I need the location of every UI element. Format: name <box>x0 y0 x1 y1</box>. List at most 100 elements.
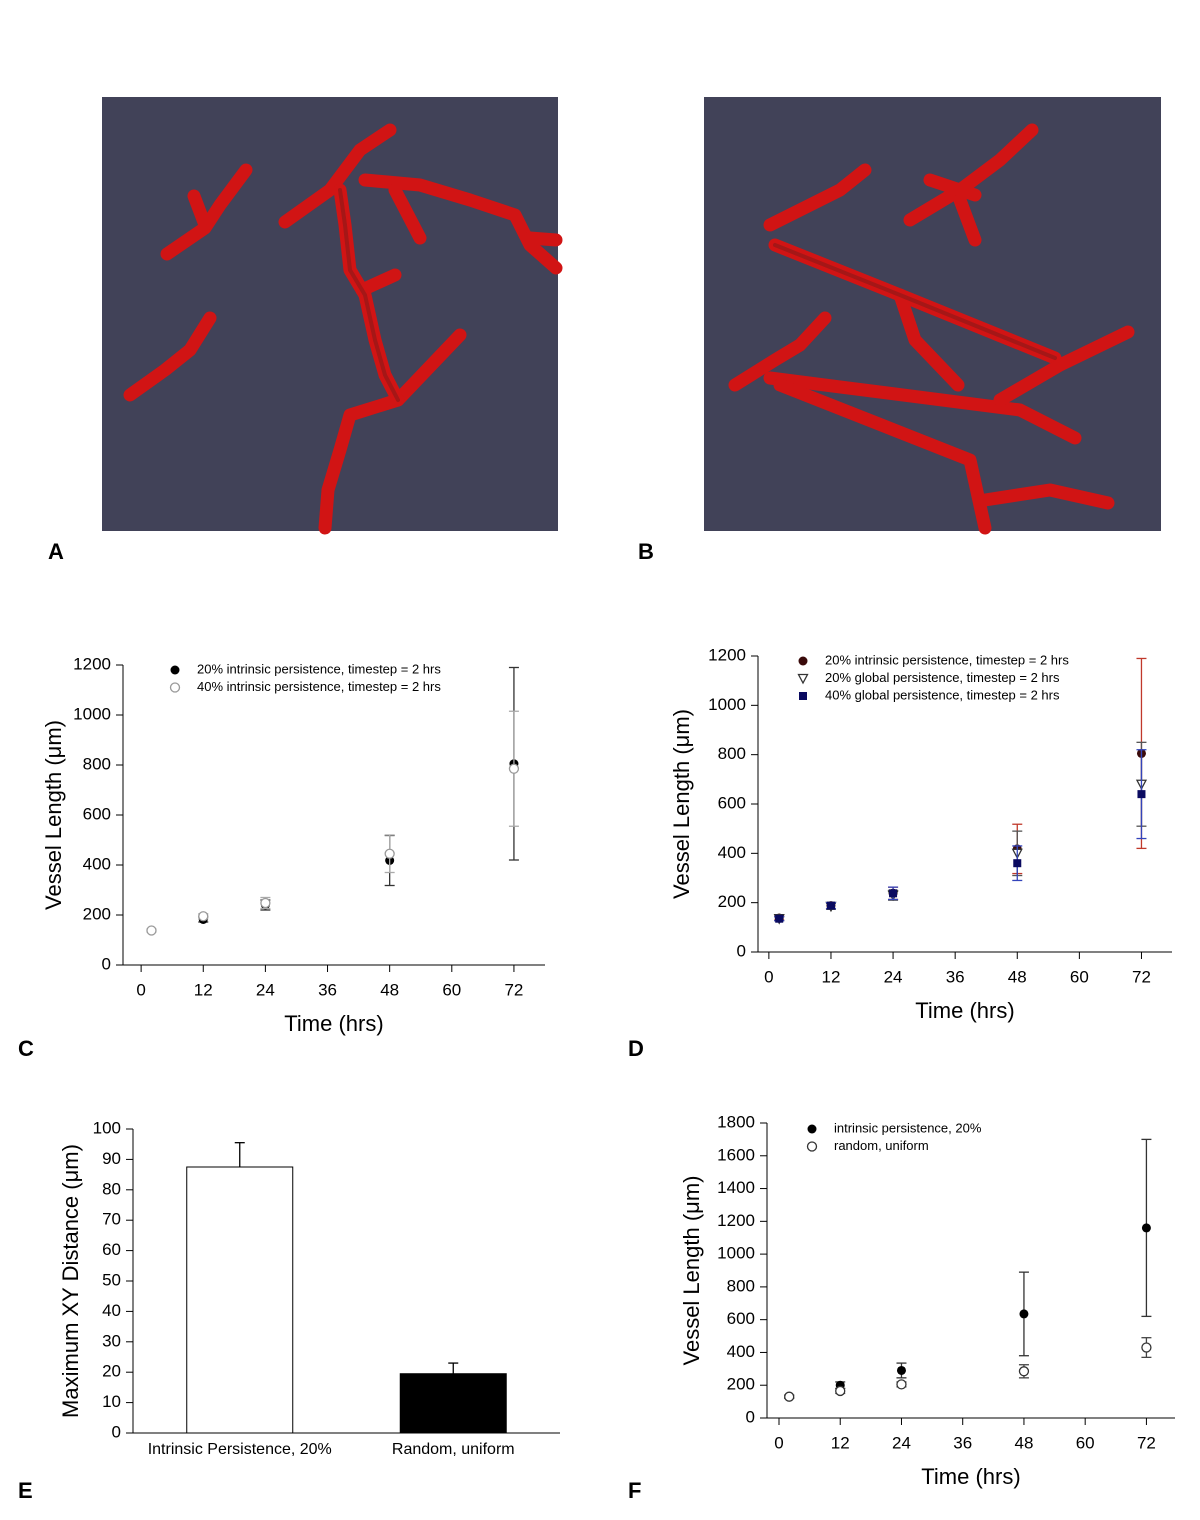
y-tick-label: 10 <box>102 1392 121 1411</box>
y-tick-label: 400 <box>83 854 111 873</box>
data-point <box>169 682 181 693</box>
render-image-b <box>704 97 1161 535</box>
data-point <box>798 656 808 666</box>
y-tick-label: 1200 <box>73 654 111 673</box>
panel-label: B <box>638 539 654 564</box>
legend-label: 20% intrinsic persistence, timestep = 2 … <box>825 652 1069 667</box>
x-tick-label: 12 <box>822 967 841 986</box>
x-tick-label: 60 <box>1070 967 1089 986</box>
x-tick-label: 72 <box>504 980 523 999</box>
x-tick-label: 72 <box>1137 1433 1156 1452</box>
data-point <box>797 673 809 685</box>
data-point <box>1141 1342 1152 1353</box>
data-point <box>775 914 784 923</box>
data-point <box>1141 1223 1151 1233</box>
y-tick-label: 1000 <box>73 704 111 723</box>
x-tick-label: 48 <box>1008 967 1027 986</box>
legend-label: 20% global persistence, timestep = 2 hrs <box>825 670 1060 685</box>
x-tick-label: 48 <box>1014 1433 1033 1452</box>
y-tick-label: 600 <box>83 804 111 823</box>
y-axis-label: Maximum XY Distance (μm) <box>58 1144 83 1418</box>
data-point <box>508 763 520 774</box>
y-tick-label: 0 <box>102 954 111 973</box>
y-tick-label: 0 <box>746 1407 755 1426</box>
x-tick-label: 0 <box>136 980 145 999</box>
y-tick-label: 800 <box>727 1276 755 1295</box>
render-image-a <box>102 97 563 535</box>
y-tick-label: 800 <box>718 744 746 763</box>
data-point <box>896 1365 906 1375</box>
data-point <box>826 901 835 910</box>
error-bar <box>448 1362 459 1374</box>
x-tick-label: Intrinsic Persistence, 20% <box>148 1441 332 1458</box>
y-tick-label: 1000 <box>708 695 746 714</box>
x-tick-label: 12 <box>831 1433 850 1452</box>
y-tick-label: 200 <box>83 904 111 923</box>
data-point <box>799 692 807 700</box>
legend-label: 20% intrinsic persistence, timestep = 2 … <box>197 661 441 676</box>
y-tick-label: 100 <box>93 1118 121 1137</box>
y-tick-label: 20 <box>102 1362 121 1381</box>
data-point <box>1019 1309 1029 1319</box>
y-tick-label: 1200 <box>708 645 746 664</box>
y-tick-label: 1400 <box>717 1178 755 1197</box>
y-tick-label: 1000 <box>717 1244 755 1263</box>
data-point <box>784 1391 795 1402</box>
data-point <box>835 1385 846 1397</box>
legend-label: 40% global persistence, timestep = 2 hrs <box>825 687 1060 702</box>
x-tick-label: 12 <box>194 980 213 999</box>
y-tick-label: 600 <box>727 1309 755 1328</box>
error-bar <box>234 1142 245 1167</box>
x-tick-label: 60 <box>1076 1433 1095 1452</box>
y-tick-label: 0 <box>737 941 746 960</box>
x-tick-label: 36 <box>953 1433 972 1452</box>
panel-label: A <box>48 539 64 564</box>
y-tick-label: 40 <box>102 1301 121 1320</box>
y-axis-label: Vessel Length (μm) <box>679 1176 704 1366</box>
y-tick-label: 70 <box>102 1210 121 1229</box>
y-tick-label: 1200 <box>717 1211 755 1230</box>
y-tick-label: 0 <box>112 1422 121 1441</box>
x-tick-label: 36 <box>946 967 965 986</box>
data-point <box>1137 790 1146 799</box>
legend-label: random, uniform <box>834 1138 929 1153</box>
bar <box>186 1166 294 1434</box>
bar <box>399 1373 507 1434</box>
y-tick-label: 200 <box>718 892 746 911</box>
y-tick-label: 80 <box>102 1179 121 1198</box>
y-tick-label: 200 <box>727 1375 755 1394</box>
y-tick-label: 600 <box>718 793 746 812</box>
legend-label: 40% intrinsic persistence, timestep = 2 … <box>197 679 441 694</box>
x-axis-label: Time (hrs) <box>284 1011 383 1036</box>
x-tick-label: 48 <box>380 980 399 999</box>
x-tick-label: 72 <box>1132 967 1151 986</box>
y-tick-label: 30 <box>102 1331 121 1350</box>
y-tick-label: 400 <box>718 843 746 862</box>
panel-label: F <box>628 1478 641 1503</box>
x-tick-label: 0 <box>764 967 773 986</box>
x-tick-label: 0 <box>774 1433 783 1452</box>
y-tick-label: 1600 <box>717 1145 755 1164</box>
x-tick-label: 24 <box>256 980 275 999</box>
data-point <box>889 889 898 898</box>
y-tick-label: 50 <box>102 1270 121 1289</box>
data-point <box>1018 1366 1030 1377</box>
y-tick-label: 60 <box>102 1240 121 1259</box>
data-point <box>807 1124 817 1134</box>
panel-label: D <box>628 1036 644 1061</box>
x-tick-label: 36 <box>318 980 337 999</box>
y-tick-label: 1800 <box>717 1112 755 1131</box>
y-axis-label: Vessel Length (μm) <box>41 720 66 910</box>
panel-label: E <box>18 1478 33 1503</box>
x-tick-label: 24 <box>892 1433 911 1452</box>
data-point <box>1013 859 1022 868</box>
data-point <box>806 1141 818 1152</box>
x-tick-label: 60 <box>442 980 461 999</box>
y-axis-label: Vessel Length (μm) <box>669 709 694 899</box>
data-point <box>170 665 180 675</box>
data-point <box>896 1379 907 1390</box>
y-tick-label: 400 <box>727 1342 755 1361</box>
x-axis-label: Time (hrs) <box>915 998 1014 1023</box>
x-tick-label: Random, uniform <box>392 1441 515 1458</box>
legend-label: intrinsic persistence, 20% <box>834 1120 982 1135</box>
